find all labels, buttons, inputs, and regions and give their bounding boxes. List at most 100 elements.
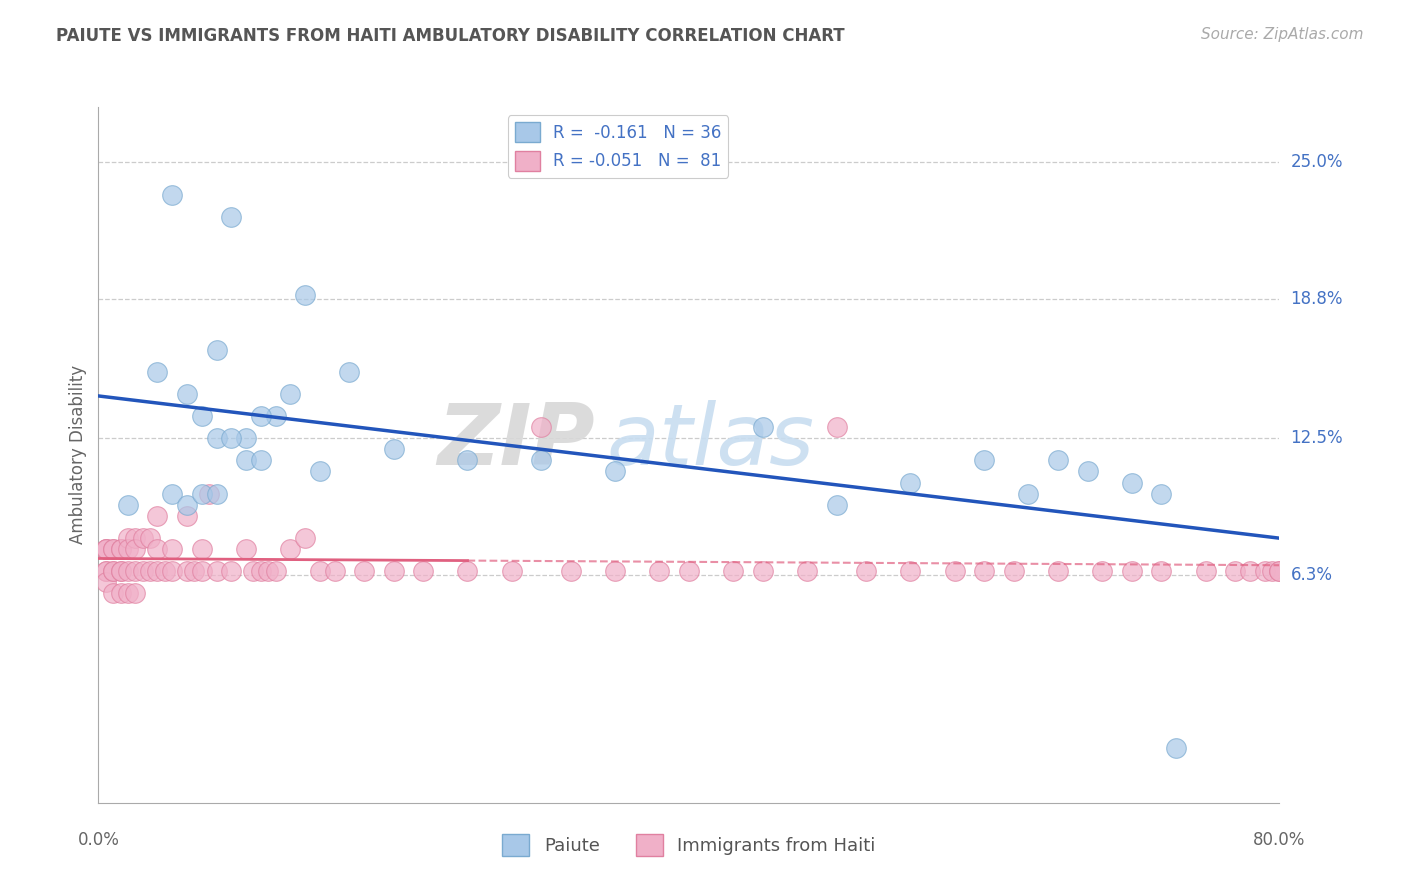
Point [162,486,183,500]
Point [162,564,183,578]
Point [162,188,183,202]
Text: ZIP: ZIP [437,400,595,483]
Point [242,564,264,578]
Point [294,531,316,545]
Point [205,343,228,357]
Point [943,564,966,578]
Point [1150,564,1173,578]
Point [94,574,117,589]
Point [139,564,162,578]
Point [456,453,478,467]
Point [264,409,287,424]
Point [124,541,146,556]
Point [110,541,132,556]
Point [1046,564,1069,578]
Point [176,564,198,578]
Point [191,486,214,500]
Point [103,564,125,578]
Point [1239,564,1261,578]
Point [309,465,332,479]
Point [678,564,700,578]
Point [110,564,132,578]
Point [235,431,257,445]
Point [117,564,139,578]
Point [1017,486,1039,500]
Point [825,498,848,512]
Point [1254,564,1277,578]
Point [323,564,346,578]
Point [235,453,257,467]
Point [1150,486,1173,500]
Point [1046,453,1069,467]
Point [132,564,155,578]
Point [110,541,132,556]
Point [250,564,273,578]
Point [132,531,155,545]
Point [751,564,773,578]
Point [353,564,375,578]
Point [530,420,553,434]
Point [1091,564,1114,578]
Point [117,531,139,545]
Point [1195,564,1218,578]
Point [191,564,214,578]
Y-axis label: Ambulatory Disability: Ambulatory Disability [69,366,87,544]
Point [973,453,995,467]
Point [124,531,146,545]
Point [103,541,125,556]
Point [117,541,139,556]
Point [825,420,848,434]
Point [1077,465,1099,479]
Text: 0.0%: 0.0% [77,830,120,848]
Point [973,564,995,578]
Point [278,541,302,556]
Text: 80.0%: 80.0% [1253,830,1306,848]
Point [605,564,627,578]
Text: Source: ZipAtlas.com: Source: ZipAtlas.com [1201,27,1364,42]
Point [176,387,198,401]
Point [146,508,169,523]
Point [456,564,478,578]
Point [855,564,877,578]
Point [219,431,242,445]
Point [205,564,228,578]
Text: 12.5%: 12.5% [1291,429,1343,448]
Point [900,564,922,578]
Point [605,465,627,479]
Point [176,508,198,523]
Point [176,498,198,512]
Point [117,498,139,512]
Point [900,475,922,490]
Point [264,564,287,578]
Point [146,365,169,379]
Point [294,287,316,301]
Point [124,586,146,600]
Point [124,564,146,578]
Point [1261,564,1284,578]
Point [382,442,405,457]
Point [530,453,553,467]
Point [94,564,117,578]
Point [1223,564,1246,578]
Point [1164,740,1187,755]
Point [146,564,169,578]
Point [250,409,273,424]
Point [382,564,405,578]
Point [94,541,117,556]
Point [103,564,125,578]
Text: 18.8%: 18.8% [1291,290,1343,309]
Point [191,409,214,424]
Point [191,541,214,556]
Point [250,453,273,467]
Point [278,387,302,401]
Point [146,541,169,556]
Point [139,531,162,545]
Point [219,564,242,578]
Point [1002,564,1025,578]
Point [110,586,132,600]
Point [560,564,582,578]
Point [153,564,176,578]
Point [94,541,117,556]
Point [103,541,125,556]
Point [110,564,132,578]
